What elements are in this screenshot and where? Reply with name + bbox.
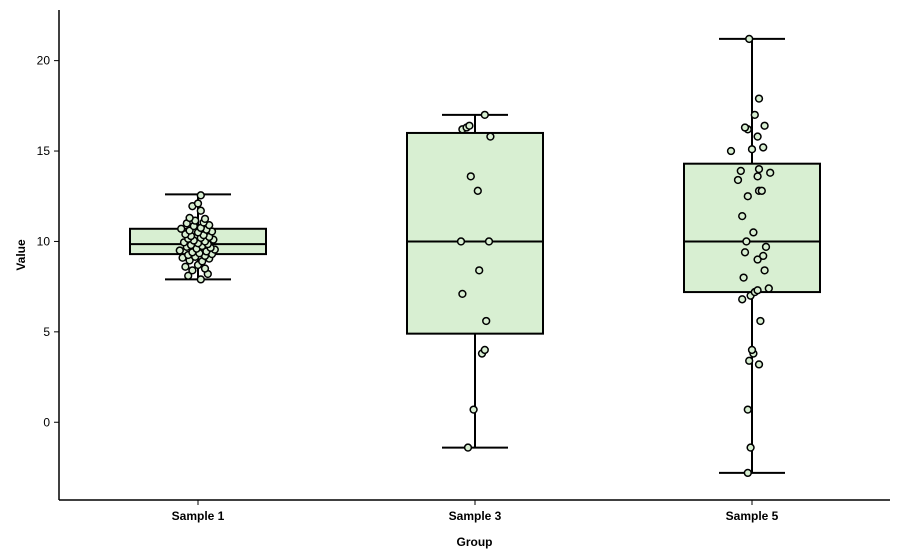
data-point: [757, 186, 766, 195]
data-point: [743, 405, 752, 414]
iqr-box: [683, 162, 821, 294]
plot-area: [129, 34, 821, 478]
data-point: [456, 237, 466, 246]
data-point: [196, 191, 205, 200]
y-axis-title: Value: [14, 239, 28, 271]
data-point: [469, 405, 478, 414]
data-point: [480, 110, 489, 120]
data-point: [759, 251, 768, 261]
box-group: [406, 110, 544, 452]
iqr-box: [406, 131, 544, 335]
data-point: [466, 172, 475, 181]
data-point: [193, 199, 203, 208]
data-point: [739, 273, 748, 282]
data-point: [475, 266, 484, 275]
y-tick-label: 0: [43, 415, 50, 429]
data-point: [736, 166, 745, 176]
data-point: [185, 213, 194, 223]
data-point: [753, 172, 762, 181]
data-point: [761, 242, 771, 252]
y-tick-label: 5: [43, 325, 50, 339]
data-point: [473, 186, 482, 195]
data-point: [753, 132, 762, 141]
data-point: [753, 286, 762, 295]
data-point: [754, 360, 764, 369]
box-group: [683, 34, 821, 478]
data-point: [746, 443, 755, 452]
data-point: [196, 275, 205, 284]
data-point: [759, 143, 768, 152]
data-point: [177, 224, 186, 233]
data-point: [738, 295, 747, 304]
data-point: [484, 237, 494, 246]
y-axis-ticks: 0 5 10 15 20: [37, 54, 59, 429]
data-point: [200, 264, 210, 273]
data-point: [745, 34, 754, 44]
data-point: [738, 211, 747, 221]
data-point: [747, 345, 757, 355]
box-group: [129, 191, 267, 284]
y-tick-label: 20: [37, 54, 51, 68]
data-point: [753, 255, 762, 264]
data-point: [740, 123, 750, 132]
data-point: [184, 271, 193, 280]
data-point: [742, 237, 751, 246]
data-point: [754, 164, 764, 174]
data-point: [196, 206, 205, 215]
data-point: [754, 94, 764, 103]
data-point: [726, 146, 736, 156]
data-point: [486, 132, 495, 141]
data-point: [733, 175, 743, 185]
data-point: [463, 443, 473, 452]
data-point: [766, 168, 775, 177]
x-tick-label: Sample 3: [449, 509, 502, 523]
x-axis-ticks: Sample 1 Sample 3 Sample 5: [172, 500, 779, 523]
data-point: [482, 316, 491, 326]
data-point: [175, 246, 184, 255]
y-tick-label: 15: [37, 144, 51, 158]
data-point: [743, 468, 752, 478]
data-point: [480, 345, 489, 355]
data-point: [740, 248, 750, 257]
data-point: [747, 145, 757, 154]
data-point: [764, 284, 773, 293]
data-point: [760, 266, 769, 275]
data-point: [465, 121, 474, 130]
data-point: [200, 214, 210, 223]
x-tick-label: Sample 1: [172, 509, 225, 523]
data-point: [760, 121, 769, 130]
x-tick-label: Sample 5: [726, 509, 779, 523]
data-point: [743, 192, 752, 201]
x-axis-title: Group: [457, 535, 493, 549]
data-point: [749, 228, 758, 237]
data-point: [181, 262, 190, 271]
data-point: [745, 356, 754, 365]
data-point: [750, 110, 759, 120]
y-tick-label: 10: [37, 234, 51, 248]
data-point: [188, 266, 197, 275]
data-point: [458, 289, 467, 299]
data-point: [756, 316, 765, 326]
